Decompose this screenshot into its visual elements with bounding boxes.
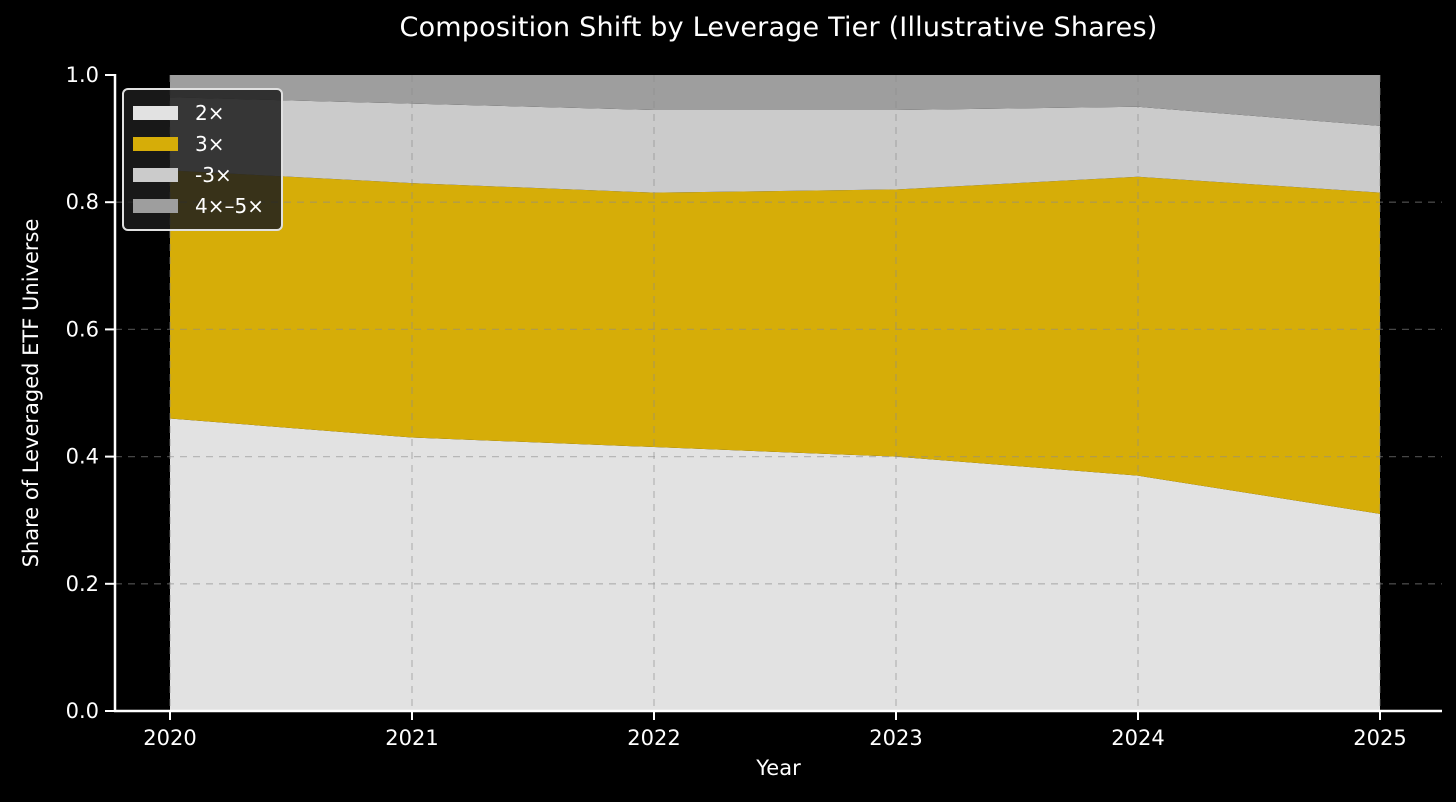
x-tick-label: 2021 (385, 726, 438, 750)
legend-label: 2× (195, 100, 225, 125)
legend-swatch-4x-5x (133, 199, 178, 214)
area-2x (170, 418, 1380, 711)
legend-label: 4×–5× (195, 194, 264, 219)
x-axis-label: Year (756, 756, 801, 780)
y-tick-label: 0.4 (66, 445, 99, 469)
x-tick-label: 2025 (1353, 726, 1406, 750)
y-tick-label: 0.6 (66, 317, 99, 341)
legend-item: 2× (133, 103, 271, 123)
y-tick-label: 0.0 (66, 699, 99, 723)
y-tick-label: 0.8 (66, 190, 99, 214)
legend: 2× 3× -3× 4×–5× (122, 88, 283, 231)
y-axis-label: Share of Leveraged ETF Universe (19, 218, 43, 568)
x-tick-label: 2023 (869, 726, 922, 750)
x-tick-label: 2020 (143, 726, 196, 750)
chart-title: Composition Shift by Leverage Tier (Illu… (399, 12, 1158, 43)
x-tick-label: 2022 (627, 726, 680, 750)
y-tick-label: 0.2 (66, 572, 99, 596)
legend-item: -3× (133, 165, 271, 185)
area-4x-5x (170, 75, 1380, 126)
legend-item: 4×–5× (133, 196, 271, 216)
legend-swatch-2x (133, 105, 178, 120)
x-tick-label: 2024 (1111, 726, 1164, 750)
y-tick-label: 1.0 (66, 63, 99, 87)
legend-label: 3× (195, 131, 225, 156)
legend-item: 3× (133, 134, 271, 154)
area-neg-3x (170, 97, 1380, 193)
legend-swatch-neg-3x (133, 168, 178, 183)
legend-label: -3× (195, 163, 232, 188)
area-3x (170, 170, 1380, 514)
legend-swatch-3x (133, 136, 178, 151)
